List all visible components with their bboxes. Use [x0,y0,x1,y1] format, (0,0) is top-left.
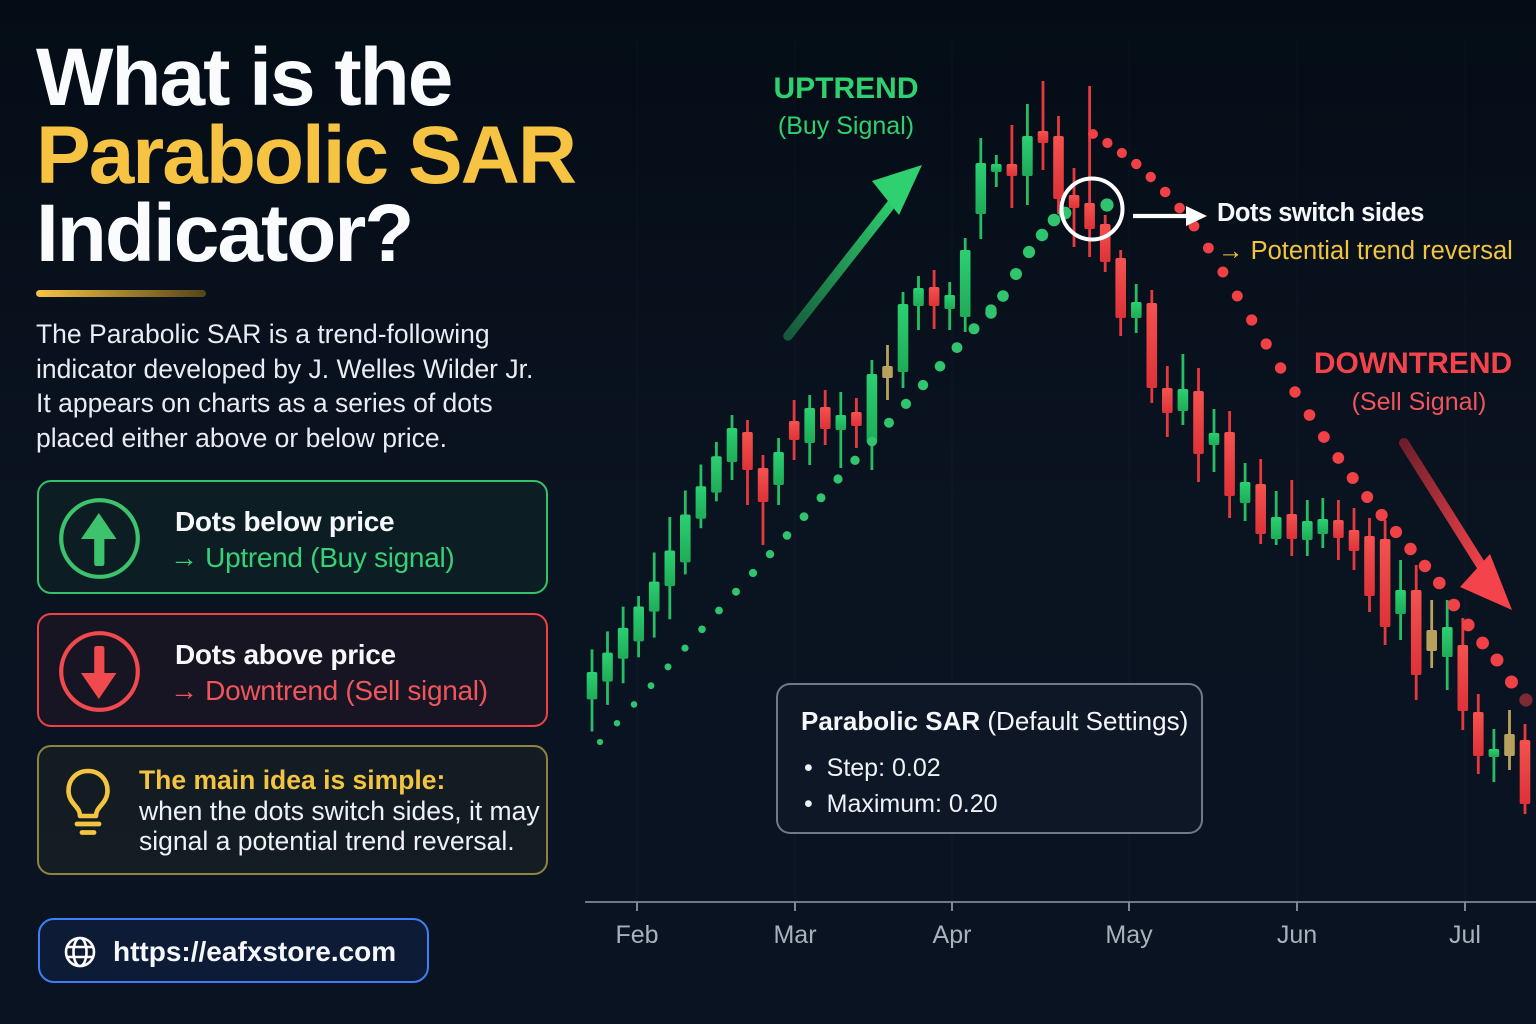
svg-text:Mar: Mar [773,921,816,949]
svg-text:Feb: Feb [615,921,658,949]
svg-text:Jun: Jun [1277,921,1317,949]
svg-text:Jul: Jul [1449,921,1481,949]
svg-text:Apr: Apr [933,921,972,949]
svg-text:May: May [1105,921,1153,949]
